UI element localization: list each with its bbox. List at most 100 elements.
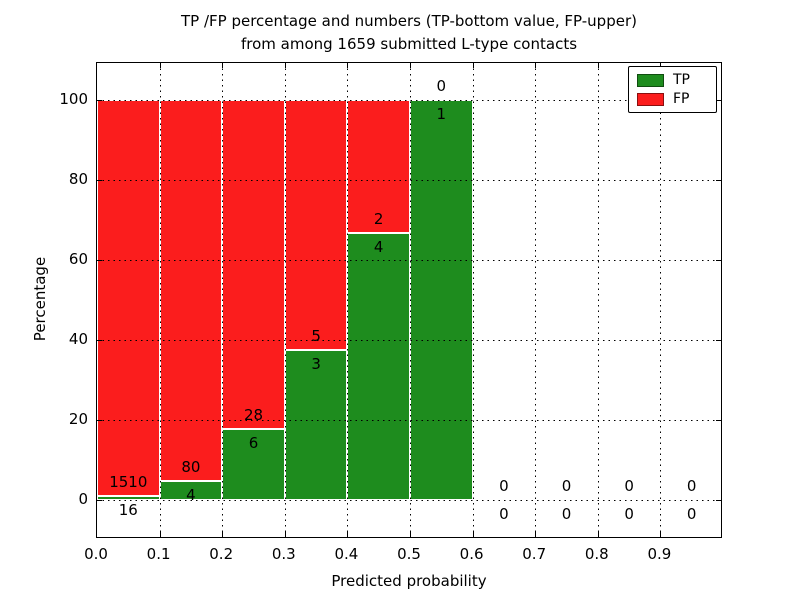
gridline-y-100 [97,100,721,101]
x-tickmark-bottom-0.1 [159,532,161,537]
bar-segment-tp-bin5 [410,100,473,500]
gridline-y-60 [97,260,721,261]
bar-segment-fp-bin1 [159,100,223,481]
tp-count-label-bin0: 16 [118,500,138,519]
fp-count-label-bin9: 0 [686,477,697,495]
x-tickmark-top-0.4 [347,63,349,68]
fp-color-swatch [637,92,664,106]
bar-segment-tp-bin0 [97,495,160,500]
tp-count-label-bin5: 1 [436,105,447,123]
x-tick-label-0.5: 0.5 [397,545,421,563]
x-tickmark-bottom-0.3 [284,532,286,537]
y-tickmark-right-80 [716,180,721,181]
bar-segment-tp-bin2 [222,429,285,500]
x-tick-label-0.0: 0.0 [84,545,108,563]
legend-label-tp: TP [673,72,690,88]
gridline-x-0.9 [660,63,662,537]
chart-title: TP /FP percentage and numbers (TP-bottom… [96,10,722,56]
x-tick-label-0.3: 0.3 [271,545,296,563]
fp-count-label-bin6: 0 [499,477,509,495]
y-tickmark-right-100 [716,100,721,101]
x-tickmark-top-0.2 [222,63,224,68]
bar-segment-tp-bin4 [347,233,410,500]
x-tickmark-top-0.8 [597,63,599,68]
bar-segment-fp-bin3 [284,100,348,350]
x-tickmark-top-0.5 [410,63,411,68]
x-tickmark-bottom-0.6 [472,532,474,537]
y-tick-label-20: 20 [68,410,88,428]
x-tick-label-0.9: 0.9 [647,545,672,563]
bar-segment-tp-bin3 [284,350,348,500]
x-tickmark-bottom-0.5 [410,532,411,537]
fp-count-label-bin2: 28 [243,406,264,425]
tp-count-label-bin7: 0 [561,505,572,523]
tp-count-label-bin9: 0 [686,505,697,523]
legend-label-fp: FP [673,91,690,107]
x-tick-label-0.8: 0.8 [584,545,609,563]
x-tickmark-bottom-0.9 [660,532,662,537]
gridline-y-80 [97,180,721,181]
fp-count-label-bin3: 5 [311,327,321,345]
x-tickmark-bottom-0.4 [347,532,349,537]
y-tick-label-40: 40 [68,330,88,348]
legend: TP FP [628,66,717,113]
x-tick-label-0.7: 0.7 [522,545,547,563]
tp-count-label-bin8: 0 [624,505,634,523]
x-tickmark-top-0.9 [660,63,662,68]
gridline-x-0.5 [410,63,411,537]
gridline-x-0.1 [159,63,161,537]
x-tick-label-0.6: 0.6 [459,545,484,563]
x-tick-label-0.2: 0.2 [209,545,234,563]
y-tick-label-80: 80 [68,170,88,188]
fp-count-label-bin1: 80 [181,457,201,476]
x-tick-label-0.1: 0.1 [146,545,171,563]
y-tickmark-left-100 [97,100,102,101]
tp-count-label-bin2: 6 [248,434,259,453]
x-tickmark-top-0.3 [284,63,286,68]
y-tick-label-0: 0 [78,490,88,508]
y-tickmark-right-20 [716,420,721,421]
gridline-x-0.4 [347,63,349,537]
chart-title-line2: from among 1659 submitted L-type contact… [240,35,578,53]
y-tick-label-100: 100 [59,90,88,108]
y-tickmark-left-40 [97,340,102,341]
x-tickmark-bottom-0.2 [222,532,224,537]
y-tickmark-left-60 [97,260,102,261]
tp-count-label-bin6: 0 [499,505,509,523]
gridline-y-40 [97,340,721,341]
y-tickmark-left-20 [97,420,102,421]
tp-color-swatch [637,73,664,87]
gridline-x-0.6 [472,63,474,537]
tp-count-label-bin1: 4 [186,485,196,504]
legend-entry-tp: TP [637,73,708,87]
tp-count-label-bin3: 3 [311,355,321,373]
gridline-x-0.7 [535,63,537,537]
gridline-x-0.3 [284,63,286,537]
plot-area: 1510 16 80 4 28 6 5 3 2 4 0 1 0 0 0 0 0 0 0 0 [96,62,722,538]
y-tickmark-right-40 [716,340,721,341]
x-tickmark-top-0.1 [159,63,161,68]
fp-count-label-bin7: 0 [561,477,572,495]
x-tickmark-bottom-0.8 [597,532,599,537]
y-tick-label-60: 60 [68,250,88,268]
gridline-y-20 [97,420,721,421]
gridline-y-0 [97,500,721,501]
x-tickmark-top-0.7 [535,63,537,68]
bar-segment-fp-bin2 [222,100,285,430]
x-tickmark-bottom-0.7 [535,532,537,537]
y-tickmark-right-0 [716,500,721,501]
y-tickmark-left-0 [97,500,102,501]
legend-entry-fp: FP [637,92,708,106]
x-axis-label: Predicted probability [331,572,487,590]
fp-count-label-bin8: 0 [624,477,634,495]
fp-count-label-bin5: 0 [436,77,447,95]
tp-count-label-bin4: 4 [373,238,384,257]
gridline-x-0.8 [597,63,599,537]
x-tickmark-top-0.6 [472,63,474,68]
x-tick-label-0.4: 0.4 [334,545,359,563]
fp-count-label-bin4: 2 [373,210,384,229]
y-axis-label: Percentage [31,256,49,342]
gridline-x-0.2 [222,63,224,537]
y-tickmark-left-80 [97,180,102,181]
